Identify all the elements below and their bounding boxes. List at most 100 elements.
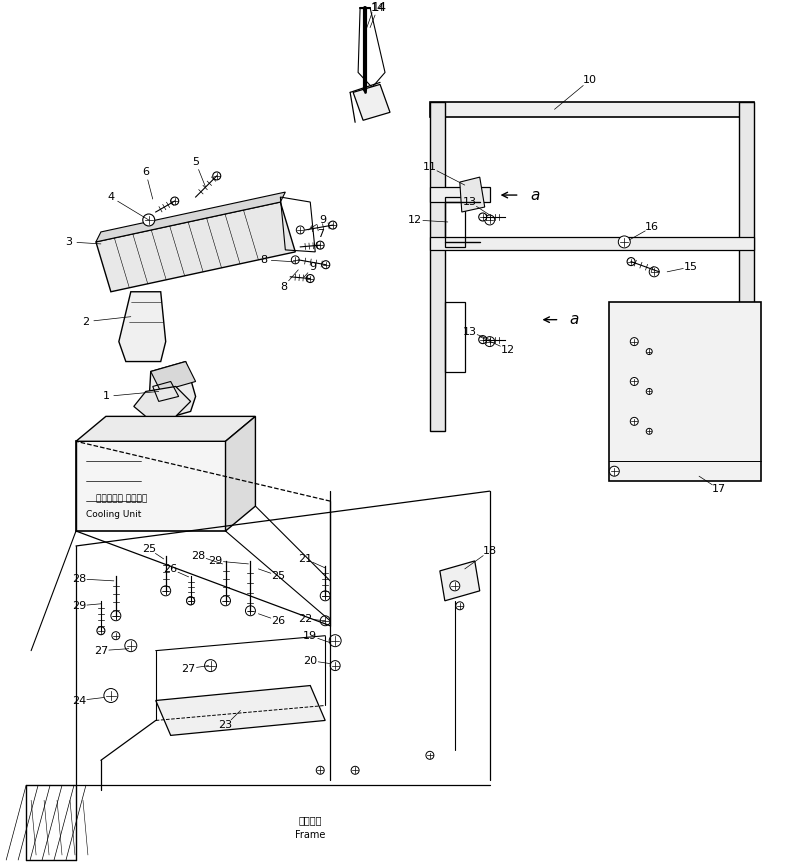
Circle shape	[630, 377, 638, 386]
Circle shape	[187, 597, 194, 605]
Circle shape	[609, 466, 619, 476]
Circle shape	[161, 587, 170, 595]
Text: 15: 15	[684, 261, 698, 272]
Text: 12: 12	[501, 344, 515, 355]
Circle shape	[104, 689, 118, 702]
Polygon shape	[156, 685, 325, 735]
Polygon shape	[739, 103, 754, 351]
Circle shape	[456, 602, 464, 610]
Text: 6: 6	[142, 167, 150, 177]
Circle shape	[306, 274, 314, 282]
Text: 4: 4	[107, 192, 114, 202]
Polygon shape	[96, 192, 286, 242]
Circle shape	[291, 255, 299, 264]
Text: 28: 28	[191, 551, 205, 561]
Circle shape	[478, 336, 486, 343]
Text: 12: 12	[408, 215, 422, 225]
Text: 1: 1	[102, 392, 109, 401]
Circle shape	[187, 597, 194, 605]
Text: 25: 25	[142, 544, 156, 554]
Text: 21: 21	[298, 554, 312, 564]
Circle shape	[320, 591, 331, 601]
Text: 23: 23	[219, 721, 233, 730]
Text: 16: 16	[645, 222, 660, 232]
Text: 27: 27	[182, 664, 196, 674]
Text: 22: 22	[298, 614, 312, 624]
Text: 13: 13	[463, 326, 477, 337]
Circle shape	[619, 236, 630, 248]
Circle shape	[646, 349, 652, 355]
Circle shape	[221, 597, 230, 605]
Circle shape	[485, 337, 495, 347]
Text: 9: 9	[320, 215, 327, 225]
Text: 2: 2	[83, 317, 90, 327]
Text: 14: 14	[371, 3, 385, 13]
Circle shape	[296, 226, 305, 234]
Text: 18: 18	[482, 546, 497, 556]
Circle shape	[205, 659, 216, 671]
Text: 5: 5	[192, 157, 199, 167]
Text: 7: 7	[316, 229, 323, 239]
Text: 9: 9	[310, 261, 317, 272]
Polygon shape	[151, 362, 196, 392]
Circle shape	[351, 766, 359, 774]
Text: 24: 24	[72, 696, 86, 705]
Circle shape	[321, 592, 329, 600]
Circle shape	[161, 586, 171, 595]
Text: 28: 28	[72, 574, 86, 584]
Text: 14: 14	[372, 1, 387, 14]
Text: 29: 29	[209, 556, 223, 566]
Circle shape	[646, 388, 652, 394]
Circle shape	[646, 428, 652, 434]
Circle shape	[171, 197, 179, 205]
Text: 13: 13	[463, 197, 477, 207]
Circle shape	[125, 639, 137, 652]
Text: 10: 10	[582, 75, 597, 85]
Circle shape	[331, 660, 340, 671]
Text: 29: 29	[72, 601, 86, 611]
Circle shape	[111, 611, 121, 620]
Circle shape	[142, 214, 155, 226]
Text: フレーム: フレーム	[298, 816, 322, 825]
Polygon shape	[76, 441, 226, 531]
Text: 3: 3	[65, 237, 72, 247]
Circle shape	[316, 766, 324, 774]
Polygon shape	[430, 187, 490, 202]
Circle shape	[212, 172, 220, 180]
Circle shape	[246, 607, 254, 614]
Text: 17: 17	[712, 484, 726, 494]
Text: 27: 27	[94, 646, 108, 656]
Polygon shape	[460, 177, 485, 212]
Circle shape	[329, 221, 337, 229]
Text: Frame: Frame	[295, 830, 326, 840]
Circle shape	[630, 337, 638, 345]
Polygon shape	[96, 202, 295, 292]
Text: 26: 26	[272, 615, 286, 626]
Circle shape	[320, 616, 331, 626]
Circle shape	[246, 606, 256, 616]
Circle shape	[329, 634, 341, 646]
Text: 8: 8	[279, 282, 287, 292]
Text: 8: 8	[260, 255, 267, 265]
Polygon shape	[430, 103, 754, 117]
Polygon shape	[119, 292, 166, 362]
Circle shape	[322, 261, 330, 268]
Polygon shape	[430, 103, 445, 432]
Polygon shape	[134, 387, 190, 416]
Text: a: a	[530, 187, 539, 203]
Circle shape	[485, 215, 495, 225]
Circle shape	[426, 752, 434, 759]
Circle shape	[627, 257, 635, 266]
Text: Cooling Unit: Cooling Unit	[86, 509, 142, 519]
Circle shape	[450, 581, 460, 591]
Polygon shape	[226, 416, 256, 531]
Circle shape	[478, 213, 486, 221]
Polygon shape	[430, 237, 754, 250]
Circle shape	[630, 418, 638, 425]
Polygon shape	[76, 416, 256, 441]
Circle shape	[112, 612, 120, 620]
Circle shape	[316, 241, 324, 249]
Text: 25: 25	[272, 571, 286, 581]
Polygon shape	[149, 362, 196, 421]
Circle shape	[97, 627, 105, 634]
